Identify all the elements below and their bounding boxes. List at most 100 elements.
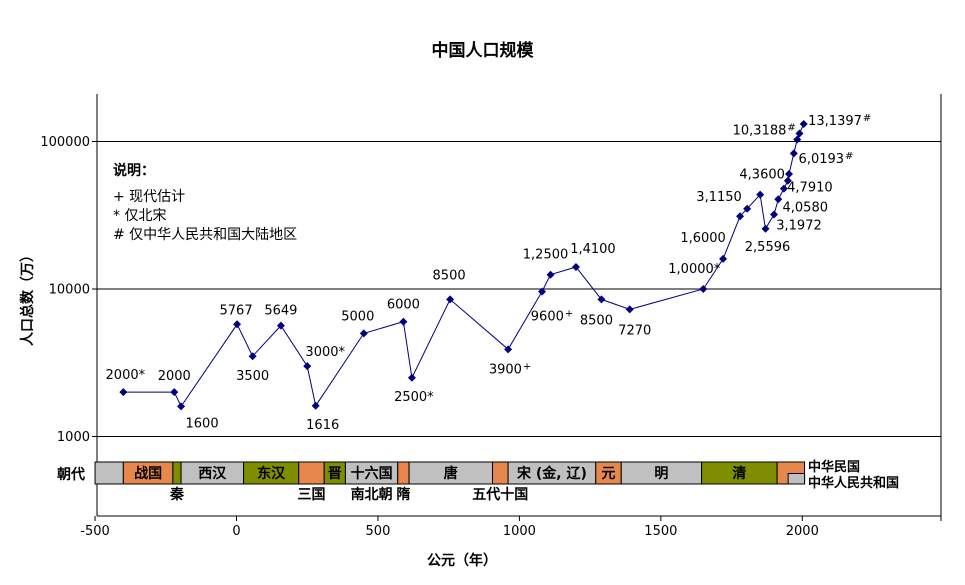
data-point-marker bbox=[359, 329, 368, 338]
data-point-marker bbox=[248, 352, 257, 361]
data-point-marker bbox=[761, 224, 770, 233]
data-point-label: 3,1150 bbox=[696, 190, 742, 205]
data-point-label: 2,5596 bbox=[745, 240, 791, 255]
dynasty-label-below: 三国 bbox=[297, 487, 325, 503]
data-point-marker bbox=[399, 317, 408, 326]
dynasty-label: 东汉 bbox=[257, 465, 286, 482]
legend-item-modern-estimate: + 现代估计 bbox=[113, 189, 186, 205]
data-point-marker bbox=[783, 176, 792, 185]
data-point-label: 8500 bbox=[433, 268, 466, 283]
data-point-label: 1,2500 bbox=[523, 248, 569, 263]
dynasty-label: 战国 bbox=[134, 465, 162, 482]
data-point-marker bbox=[446, 295, 455, 304]
dynasty-label: 十六国 bbox=[351, 465, 393, 482]
data-point-marker bbox=[793, 135, 802, 144]
y-tick-label: 100000 bbox=[40, 135, 90, 150]
dynasty-segment bbox=[172, 461, 182, 485]
data-point-marker bbox=[170, 388, 179, 397]
data-point-marker bbox=[789, 149, 798, 158]
dynasty-segment bbox=[298, 461, 325, 485]
dynasty-label: 明 bbox=[654, 466, 668, 482]
data-point-label: 1,6000 bbox=[680, 231, 726, 246]
data-point-marker bbox=[756, 190, 765, 199]
data-point-label: 2000 bbox=[158, 369, 191, 384]
data-point-label: 3500 bbox=[236, 369, 269, 384]
x-tick-label: 500 bbox=[366, 524, 391, 539]
legend-item-northern-song-only: * 仅北宋 bbox=[113, 208, 167, 224]
dynasty-label: 宋 (金, 辽) bbox=[516, 465, 587, 482]
data-point-label: 9600+ bbox=[531, 309, 573, 325]
data-point-marker bbox=[719, 254, 728, 263]
data-point-label: 5000 bbox=[341, 309, 374, 324]
data-point-marker bbox=[177, 402, 186, 411]
data-point-marker bbox=[779, 184, 788, 193]
y-tick-label: 10000 bbox=[49, 283, 90, 298]
data-point-label: 13,1397# bbox=[808, 113, 871, 129]
x-tick-label: 2000 bbox=[786, 524, 819, 539]
data-point-label: 8500 bbox=[580, 313, 613, 328]
data-point-label: 6000 bbox=[387, 298, 420, 313]
dynasty-label: 唐 bbox=[444, 465, 458, 482]
data-point-marker bbox=[303, 362, 312, 371]
dynasty-label-below: 五代十国 bbox=[472, 486, 528, 503]
dynasty-label: 晋 bbox=[328, 466, 342, 482]
timeline-label-republic-of-china: 中华民国 bbox=[808, 460, 861, 475]
data-point-marker bbox=[799, 120, 808, 129]
data-point-label: 2000* bbox=[106, 368, 146, 383]
dynasty-label-below: 隋 bbox=[396, 486, 410, 503]
data-point-marker bbox=[774, 195, 783, 204]
data-point-marker bbox=[311, 401, 320, 410]
data-point-label: 5649 bbox=[264, 304, 297, 319]
dynasty-segment bbox=[94, 461, 124, 485]
data-point-marker bbox=[571, 262, 580, 271]
x-tick-label: 1500 bbox=[644, 524, 677, 539]
data-point-label: 4,3600 bbox=[739, 168, 785, 183]
data-point-marker bbox=[276, 321, 285, 330]
legend-item-prc-mainland-only: # 仅中华人民共和国大陆地区 bbox=[113, 227, 298, 243]
dynasty-label-below: 南北朝 bbox=[351, 486, 393, 503]
x-tick-label: -500 bbox=[80, 524, 110, 539]
chart-title: 中国人口规模 bbox=[431, 41, 534, 61]
dynasty-label: 西汉 bbox=[198, 466, 227, 482]
dynasty-segment bbox=[397, 461, 410, 485]
data-point-label: 1600 bbox=[186, 416, 219, 431]
data-point-marker bbox=[795, 129, 804, 138]
data-point-marker bbox=[743, 204, 752, 213]
data-point-marker bbox=[597, 295, 606, 304]
data-point-marker bbox=[504, 345, 513, 354]
x-tick-label: 0 bbox=[232, 524, 240, 539]
data-point-marker bbox=[736, 212, 745, 221]
data-point-marker bbox=[785, 170, 794, 179]
timeline-axis-label: 朝代 bbox=[57, 467, 85, 483]
data-point-label: 5767 bbox=[220, 303, 253, 318]
data-point-label: 1616 bbox=[306, 418, 339, 433]
dynasty-segment bbox=[787, 473, 806, 485]
data-point-label: 1,4100 bbox=[570, 242, 616, 257]
data-point-label: 3,1972 bbox=[776, 219, 822, 234]
dynasty-label: 清 bbox=[732, 465, 746, 482]
data-point-marker bbox=[233, 320, 242, 329]
data-point-marker bbox=[538, 287, 547, 296]
legend: 说明： + 现代估计 * 仅北宋 # 仅中华人民共和国大陆地区 bbox=[113, 160, 297, 245]
dynasty-label-below: 秦 bbox=[169, 486, 185, 503]
x-axis-title: 公元（年） bbox=[427, 553, 497, 569]
data-point-label: 6,0193# bbox=[799, 151, 854, 167]
data-point-marker bbox=[699, 285, 708, 293]
data-point-marker bbox=[770, 210, 779, 219]
data-point-marker bbox=[119, 388, 128, 397]
y-tick-label: 1000 bbox=[57, 430, 90, 445]
data-point-label: 3900+ bbox=[489, 361, 531, 377]
data-point-label: 1,0000* bbox=[668, 262, 720, 277]
data-point-label: 3000* bbox=[305, 345, 345, 360]
data-point-marker bbox=[546, 270, 555, 279]
dynasty-label: 元 bbox=[602, 466, 616, 482]
data-point-marker bbox=[407, 373, 416, 382]
data-point-label: 4,7910 bbox=[787, 181, 833, 196]
data-point-label: 7270 bbox=[618, 323, 651, 338]
x-tick-label: 1000 bbox=[503, 524, 536, 539]
legend-heading: 说明： bbox=[113, 163, 155, 179]
data-point-label: 4,0580 bbox=[783, 200, 829, 215]
dynasty-segment bbox=[492, 461, 509, 485]
